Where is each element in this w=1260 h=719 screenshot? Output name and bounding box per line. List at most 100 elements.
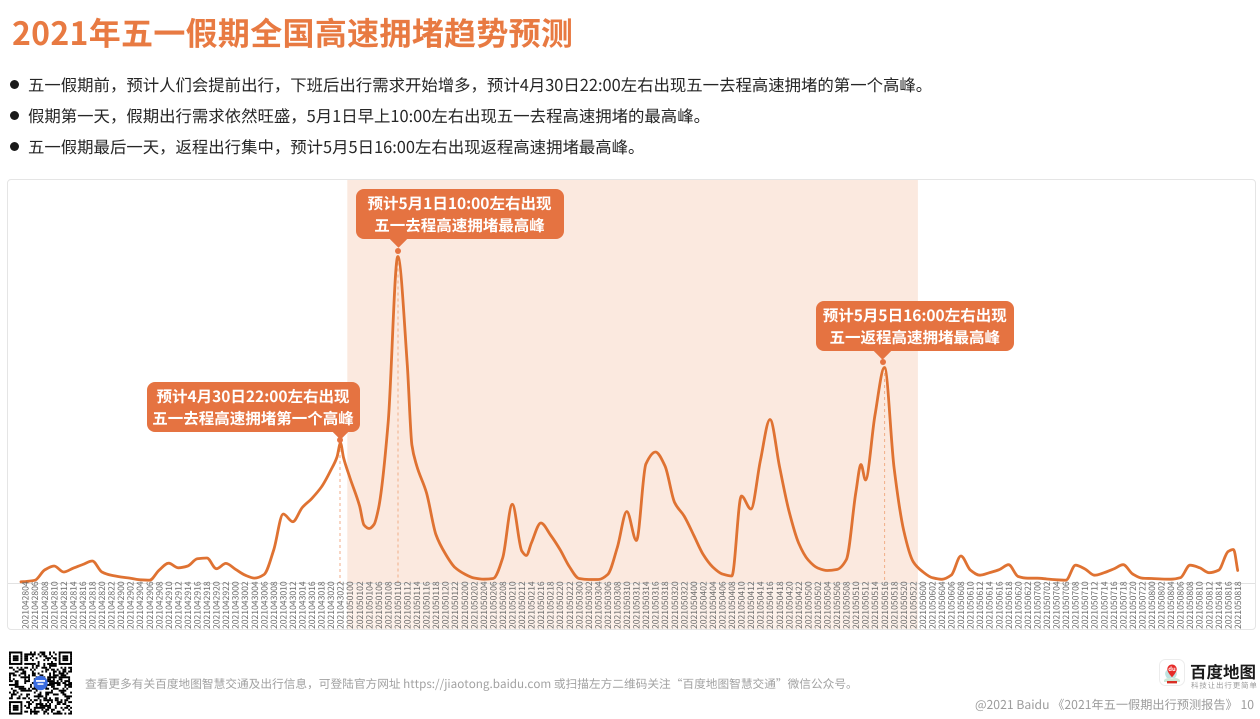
- svg-text:2021050116: 2021050116: [421, 581, 433, 629]
- svg-text:2021050722: 2021050722: [1137, 581, 1149, 629]
- svg-text:2021050320: 2021050320: [669, 581, 681, 629]
- svg-text:2021050204: 2021050204: [478, 581, 490, 629]
- svg-text:2021050214: 2021050214: [526, 581, 538, 629]
- svg-text:2021043010: 2021043010: [277, 581, 289, 629]
- svg-text:2021042920: 2021042920: [211, 581, 223, 629]
- svg-text:2021050118: 2021050118: [430, 581, 442, 629]
- svg-text:2021050102: 2021050102: [354, 581, 366, 629]
- svg-text:2021043016: 2021043016: [306, 581, 318, 629]
- svg-text:2021050502: 2021050502: [812, 581, 824, 629]
- svg-text:2021050802: 2021050802: [1156, 581, 1168, 629]
- svg-text:2021043018: 2021043018: [316, 581, 328, 629]
- svg-text:2021050210: 2021050210: [507, 581, 519, 629]
- svg-text:2021043014: 2021043014: [297, 581, 309, 629]
- svg-text:2021050322: 2021050322: [678, 581, 690, 629]
- svg-text:2021050402: 2021050402: [697, 581, 709, 629]
- svg-text:2021050814: 2021050814: [1213, 581, 1225, 629]
- svg-text:2021050218: 2021050218: [545, 581, 557, 629]
- svg-text:2021050516: 2021050516: [879, 581, 891, 629]
- svg-text:2021050702: 2021050702: [1041, 581, 1053, 629]
- svg-text:2021050312: 2021050312: [631, 581, 643, 629]
- svg-text:2021050200: 2021050200: [459, 581, 471, 629]
- svg-text:2021042816: 2021042816: [77, 581, 89, 629]
- svg-text:2021050510: 2021050510: [850, 581, 862, 629]
- svg-text:2021050712: 2021050712: [1089, 581, 1101, 629]
- svg-text:2021050408: 2021050408: [726, 581, 738, 629]
- svg-text:2021042904: 2021042904: [134, 581, 146, 629]
- svg-text:2021042910: 2021042910: [163, 581, 175, 629]
- svg-text:2021050512: 2021050512: [860, 581, 872, 629]
- svg-text:du: du: [1168, 664, 1176, 673]
- svg-text:2021050212: 2021050212: [516, 581, 528, 629]
- svg-text:2021043020: 2021043020: [325, 581, 337, 629]
- svg-text:2021050310: 2021050310: [621, 581, 633, 629]
- svg-text:2021050716: 2021050716: [1108, 581, 1120, 629]
- svg-text:2021050302: 2021050302: [583, 581, 595, 629]
- svg-text:2021042912: 2021042912: [172, 581, 184, 629]
- svg-text:2021042922: 2021042922: [220, 581, 232, 629]
- svg-text:2021050318: 2021050318: [659, 581, 671, 629]
- svg-text:2021042822: 2021042822: [106, 581, 118, 629]
- svg-text:2021050504: 2021050504: [822, 581, 834, 629]
- svg-text:2021042808: 2021042808: [39, 581, 51, 629]
- svg-text:2021050418: 2021050418: [774, 581, 786, 629]
- svg-text:2021050100: 2021050100: [344, 581, 356, 629]
- svg-text:2021050404: 2021050404: [707, 581, 719, 629]
- svg-text:2021050620: 2021050620: [1012, 581, 1024, 629]
- svg-text:2021043006: 2021043006: [258, 581, 270, 629]
- svg-text:2021050106: 2021050106: [373, 581, 385, 629]
- svg-text:2021050714: 2021050714: [1098, 581, 1110, 629]
- svg-text:2021050718: 2021050718: [1117, 581, 1129, 629]
- svg-text:2021050720: 2021050720: [1127, 581, 1139, 629]
- svg-text:2021050518: 2021050518: [888, 581, 900, 629]
- svg-text:2021050706: 2021050706: [1060, 581, 1072, 629]
- svg-text:2021050604: 2021050604: [936, 581, 948, 629]
- svg-text:2021042820: 2021042820: [96, 581, 108, 629]
- svg-text:2021050812: 2021050812: [1203, 581, 1215, 629]
- svg-text:2021050600: 2021050600: [917, 581, 929, 629]
- svg-text:2021050708: 2021050708: [1070, 581, 1082, 629]
- svg-text:2021050108: 2021050108: [382, 581, 394, 629]
- svg-text:2021050206: 2021050206: [487, 581, 499, 629]
- svg-text:2021050700: 2021050700: [1032, 581, 1044, 629]
- svg-text:2021050818: 2021050818: [1232, 581, 1244, 629]
- svg-text:2021043004: 2021043004: [249, 581, 261, 629]
- svg-text:2021050522: 2021050522: [907, 581, 919, 629]
- svg-text:2021050208: 2021050208: [497, 581, 509, 629]
- svg-text:2021050800: 2021050800: [1146, 581, 1158, 629]
- svg-text:2021050710: 2021050710: [1079, 581, 1091, 629]
- svg-text:2021050122: 2021050122: [449, 581, 461, 629]
- svg-text:2021050222: 2021050222: [564, 581, 576, 629]
- svg-text:2021050612: 2021050612: [974, 581, 986, 629]
- svg-text:2021050614: 2021050614: [984, 581, 996, 629]
- svg-text:2021050400: 2021050400: [688, 581, 700, 629]
- svg-text:2021050114: 2021050114: [411, 581, 423, 629]
- svg-text:2021050414: 2021050414: [755, 581, 767, 629]
- svg-text:2021042902: 2021042902: [125, 581, 137, 629]
- svg-text:2021050306: 2021050306: [602, 581, 614, 629]
- svg-text:2021050216: 2021050216: [535, 581, 547, 629]
- svg-text:2021050202: 2021050202: [468, 581, 480, 629]
- svg-text:2021050608: 2021050608: [955, 581, 967, 629]
- svg-text:2021050808: 2021050808: [1184, 581, 1196, 629]
- svg-text:2021042818: 2021042818: [87, 581, 99, 629]
- svg-text:2021050506: 2021050506: [831, 581, 843, 629]
- svg-text:2021050420: 2021050420: [783, 581, 795, 629]
- svg-text:2021050602: 2021050602: [927, 581, 939, 629]
- svg-text:2021043022: 2021043022: [335, 581, 347, 629]
- svg-text:2021050618: 2021050618: [1003, 581, 1015, 629]
- svg-text:2021042918: 2021042918: [201, 581, 213, 629]
- svg-text:2021042812: 2021042812: [58, 581, 70, 629]
- svg-text:2021042900: 2021042900: [115, 581, 127, 629]
- svg-text:2021043008: 2021043008: [268, 581, 280, 629]
- svg-text:2021042906: 2021042906: [144, 581, 156, 629]
- svg-text:2021042914: 2021042914: [182, 581, 194, 629]
- svg-text:2021050806: 2021050806: [1175, 581, 1187, 629]
- svg-text:2021050622: 2021050622: [1022, 581, 1034, 629]
- svg-text:2021050606: 2021050606: [946, 581, 958, 629]
- svg-text:2021043012: 2021043012: [287, 581, 299, 629]
- svg-text:2021043002: 2021043002: [239, 581, 251, 629]
- svg-text:2021050610: 2021050610: [965, 581, 977, 629]
- svg-text:2021050816: 2021050816: [1222, 581, 1234, 629]
- svg-text:2021050500: 2021050500: [802, 581, 814, 629]
